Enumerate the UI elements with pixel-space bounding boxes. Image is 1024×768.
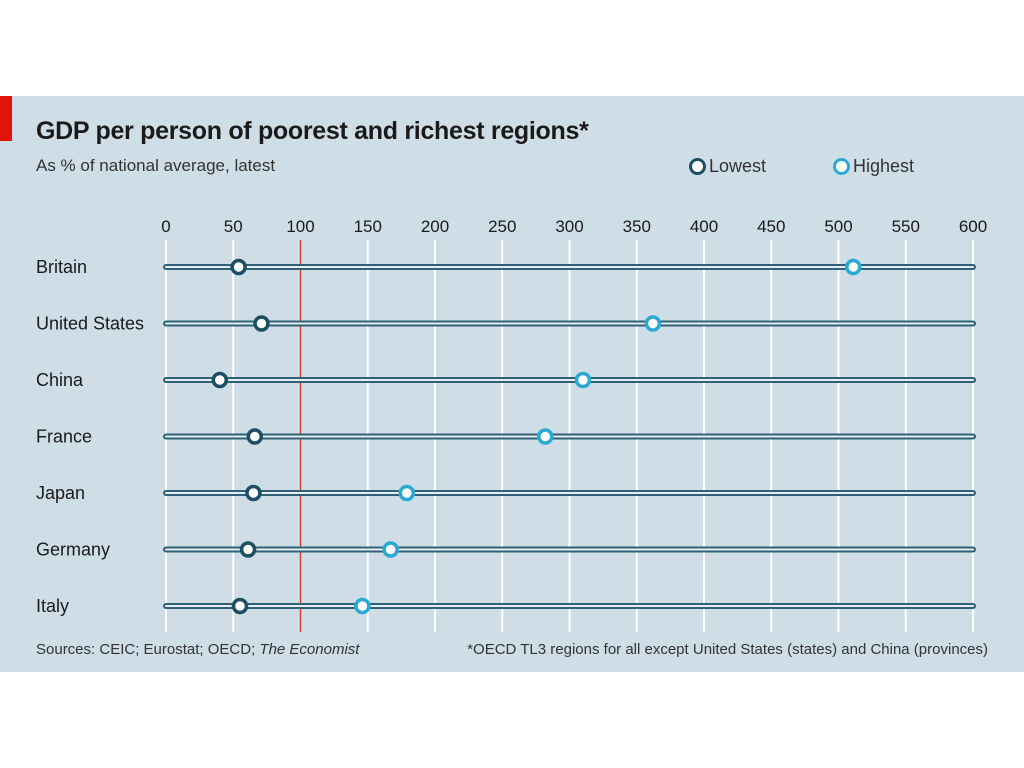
category-label: France bbox=[36, 427, 92, 447]
category-label: Japan bbox=[36, 483, 85, 503]
category-label: United States bbox=[36, 314, 144, 334]
highest-point bbox=[398, 484, 416, 502]
lowest-point bbox=[253, 315, 270, 332]
lowest-marker-icon bbox=[689, 158, 706, 175]
x-tick-label: 100 bbox=[286, 217, 314, 236]
x-tick-label: 350 bbox=[623, 217, 651, 236]
x-tick-label: 150 bbox=[354, 217, 382, 236]
lowest-point bbox=[246, 428, 264, 445]
category-label: Italy bbox=[36, 596, 69, 616]
category-label: China bbox=[36, 370, 84, 390]
category-label: Germany bbox=[36, 540, 110, 560]
highest-point bbox=[354, 597, 371, 615]
x-tick-label: 450 bbox=[757, 217, 785, 236]
legend-label-highest: Highest bbox=[853, 156, 915, 176]
legend-item-highest: Highest bbox=[833, 156, 914, 177]
x-tick-label: 550 bbox=[892, 217, 920, 236]
lowest-point bbox=[245, 484, 262, 502]
lowest-point bbox=[231, 597, 249, 615]
source-publication: The Economist bbox=[259, 641, 360, 658]
chart-subtitle: As % of national average, latest bbox=[36, 156, 276, 175]
legend-label-lowest: Lowest bbox=[709, 156, 767, 176]
chart-panel bbox=[0, 96, 1024, 672]
x-tick-label: 500 bbox=[824, 217, 852, 236]
highest-point bbox=[644, 315, 662, 332]
footnote: *OECD TL3 regions for all except United … bbox=[467, 641, 988, 658]
brand-accent-tab bbox=[0, 96, 12, 141]
category-label: Britain bbox=[36, 257, 87, 277]
x-tick-label: 400 bbox=[690, 217, 718, 236]
source-note: Sources: CEIC; Eurostat; OECD; The Econo… bbox=[36, 641, 359, 658]
highest-point bbox=[845, 258, 862, 276]
highest-point bbox=[382, 541, 399, 558]
x-tick-label: 200 bbox=[421, 217, 449, 236]
x-tick-label: 600 bbox=[959, 217, 987, 236]
lowest-point bbox=[239, 541, 257, 558]
lowest-point bbox=[211, 371, 229, 389]
highest-marker-icon bbox=[833, 158, 850, 175]
x-tick-label: 50 bbox=[224, 217, 243, 236]
highest-point bbox=[537, 428, 554, 445]
source-text: Sources: CEIC; Eurostat; OECD; bbox=[36, 641, 260, 658]
x-tick-label: 250 bbox=[488, 217, 516, 236]
chart-title: GDP per person of poorest and richest re… bbox=[36, 117, 589, 145]
legend-item-lowest: Lowest bbox=[689, 156, 766, 177]
lowest-point bbox=[230, 258, 247, 276]
highest-point bbox=[574, 371, 592, 389]
x-tick-label: 300 bbox=[555, 217, 583, 236]
x-tick-label: 0 bbox=[161, 217, 170, 236]
